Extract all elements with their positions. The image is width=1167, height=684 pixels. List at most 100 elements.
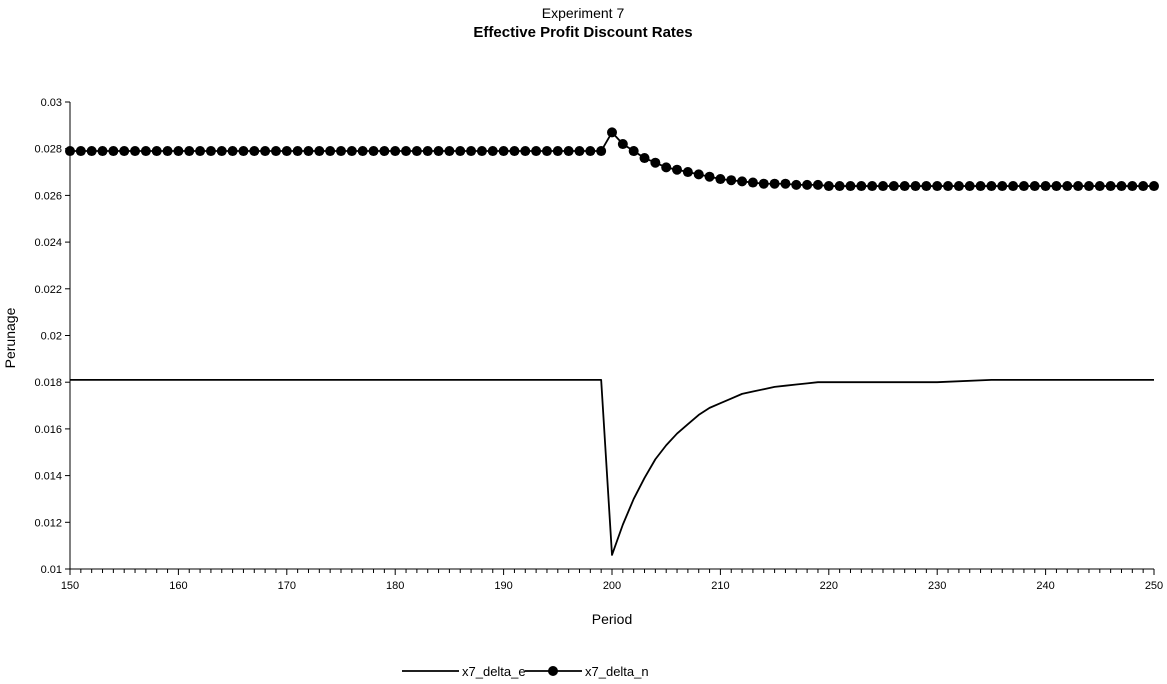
data-point-x7_delta_n bbox=[682, 167, 693, 178]
data-point-x7_delta_n bbox=[943, 181, 954, 192]
plot-area: 150 160 170 180 190 200 210 220 230 240 250 0.01 0.0… bbox=[34, 97, 1163, 592]
chart-subtitle: Effective Profit Discount Rates bbox=[473, 24, 692, 41]
data-point-x7_delta_n bbox=[498, 146, 509, 157]
data-point-x7_delta_n bbox=[509, 146, 520, 157]
data-point-x7_delta_n bbox=[205, 146, 216, 157]
y-tick-label: 0.018 bbox=[34, 377, 62, 389]
data-point-x7_delta_n bbox=[574, 146, 585, 157]
data-point-x7_delta_n bbox=[964, 181, 975, 192]
data-point-x7_delta_n bbox=[162, 146, 173, 157]
data-point-x7_delta_n bbox=[249, 146, 260, 157]
data-point-x7_delta_n bbox=[108, 146, 119, 157]
data-point-x7_delta_n bbox=[650, 157, 661, 168]
y-tick-label: 0.016 bbox=[34, 424, 62, 436]
chart-title: Experiment 7 bbox=[542, 5, 625, 21]
x-tick-label: 170 bbox=[278, 580, 296, 592]
data-point-x7_delta_n bbox=[1051, 181, 1062, 192]
data-point-x7_delta_n bbox=[433, 146, 444, 157]
data-point-x7_delta_n bbox=[455, 146, 466, 157]
data-point-x7_delta_n bbox=[75, 146, 86, 157]
x-tick-label: 210 bbox=[711, 580, 729, 592]
data-point-x7_delta_n bbox=[1040, 181, 1051, 192]
y-tick-label: 0.02 bbox=[41, 331, 62, 343]
data-point-x7_delta_n bbox=[422, 146, 433, 157]
x-tick-label: 180 bbox=[386, 580, 404, 592]
data-point-x7_delta_n bbox=[195, 146, 206, 157]
data-point-x7_delta_n bbox=[596, 146, 607, 157]
x-tick-label: 220 bbox=[820, 580, 838, 592]
data-point-x7_delta_n bbox=[314, 146, 325, 157]
data-point-x7_delta_n bbox=[86, 146, 97, 157]
series-line-x7_delta_e bbox=[70, 378, 1154, 556]
data-point-x7_delta_n bbox=[270, 146, 281, 157]
data-point-x7_delta_n bbox=[411, 146, 422, 157]
data-point-x7_delta_n bbox=[780, 178, 791, 189]
data-point-x7_delta_n bbox=[888, 181, 899, 192]
data-point-x7_delta_n bbox=[476, 146, 487, 157]
data-point-x7_delta_n bbox=[1127, 181, 1138, 192]
data-point-x7_delta_n bbox=[401, 146, 412, 157]
data-point-x7_delta_n bbox=[747, 177, 758, 188]
y-tick-label: 0.022 bbox=[34, 284, 62, 296]
data-point-x7_delta_n bbox=[856, 181, 867, 192]
data-point-x7_delta_n bbox=[997, 181, 1008, 192]
data-point-x7_delta_n bbox=[758, 178, 769, 189]
data-point-x7_delta_n bbox=[737, 176, 748, 187]
legend-label-x7_delta_n: x7_delta_n bbox=[585, 664, 649, 679]
data-point-x7_delta_n bbox=[65, 146, 75, 157]
data-point-x7_delta_n bbox=[303, 146, 314, 157]
series-line-x7_delta_n bbox=[70, 131, 1154, 187]
data-point-x7_delta_n bbox=[672, 164, 683, 175]
data-point-x7_delta_n bbox=[932, 181, 943, 192]
data-point-x7_delta_n bbox=[845, 181, 856, 192]
x-tick-label: 190 bbox=[494, 580, 512, 592]
data-point-x7_delta_n bbox=[661, 162, 672, 173]
data-point-x7_delta_n bbox=[292, 146, 303, 157]
data-point-x7_delta_n bbox=[639, 153, 650, 164]
data-point-x7_delta_n bbox=[520, 146, 531, 157]
data-point-x7_delta_n bbox=[260, 146, 271, 157]
legend-marker-x7_delta_n bbox=[548, 666, 558, 676]
data-point-x7_delta_n bbox=[791, 179, 802, 190]
y-axis-label: Perunage bbox=[2, 307, 18, 368]
data-point-x7_delta_n bbox=[715, 174, 726, 185]
data-point-x7_delta_n bbox=[617, 139, 628, 150]
y-tick-label: 0.014 bbox=[34, 471, 62, 483]
data-point-x7_delta_n bbox=[1083, 181, 1094, 192]
x-axis-label: Period bbox=[592, 611, 632, 627]
data-point-x7_delta_n bbox=[487, 146, 498, 157]
data-point-x7_delta_n bbox=[769, 178, 780, 189]
data-point-x7_delta_n bbox=[878, 181, 888, 192]
data-point-x7_delta_n bbox=[704, 171, 715, 182]
data-point-x7_delta_n bbox=[444, 146, 455, 157]
data-point-x7_delta_n bbox=[1094, 181, 1105, 192]
data-point-x7_delta_n bbox=[1105, 181, 1116, 192]
data-point-x7_delta_n bbox=[726, 175, 737, 186]
x-tick-label: 160 bbox=[169, 580, 187, 592]
data-point-x7_delta_n bbox=[628, 146, 639, 157]
data-point-x7_delta_n bbox=[281, 146, 292, 157]
data-point-x7_delta_n bbox=[216, 146, 227, 157]
data-point-x7_delta_n bbox=[1149, 181, 1159, 192]
x-tick-label: 200 bbox=[603, 580, 621, 592]
data-point-x7_delta_n bbox=[346, 146, 357, 157]
data-point-x7_delta_n bbox=[130, 146, 141, 157]
y-tick-label: 0.01 bbox=[41, 564, 62, 576]
data-point-x7_delta_n bbox=[563, 146, 574, 157]
data-point-x7_delta_n bbox=[834, 181, 845, 192]
y-tick-label: 0.012 bbox=[34, 517, 62, 529]
data-point-x7_delta_n bbox=[97, 146, 108, 157]
data-point-x7_delta_n bbox=[151, 146, 162, 157]
data-point-x7_delta_n bbox=[1029, 181, 1040, 192]
data-point-x7_delta_n bbox=[1138, 181, 1149, 192]
data-point-x7_delta_n bbox=[1116, 181, 1127, 192]
data-point-x7_delta_n bbox=[986, 181, 997, 192]
data-point-x7_delta_n bbox=[466, 146, 477, 157]
data-point-x7_delta_n bbox=[184, 146, 195, 157]
data-point-x7_delta_n bbox=[1018, 181, 1029, 192]
data-point-x7_delta_n bbox=[119, 146, 130, 157]
data-point-x7_delta_n bbox=[238, 146, 249, 157]
x-tick-label: 240 bbox=[1036, 580, 1054, 592]
data-point-x7_delta_n bbox=[812, 179, 823, 190]
y-tick-label: 0.03 bbox=[41, 97, 62, 109]
